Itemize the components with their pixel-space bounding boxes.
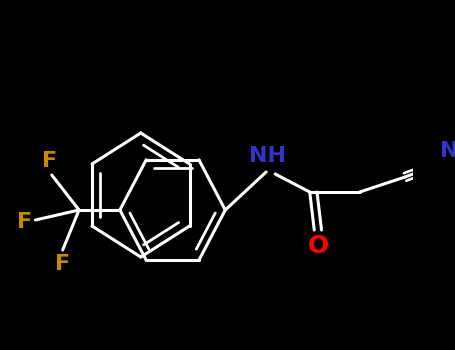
Text: F: F	[17, 212, 32, 232]
Text: F: F	[55, 254, 70, 274]
Text: NH: NH	[249, 146, 287, 166]
Text: O: O	[308, 234, 329, 258]
Text: F: F	[42, 151, 57, 171]
Text: N: N	[440, 141, 455, 161]
